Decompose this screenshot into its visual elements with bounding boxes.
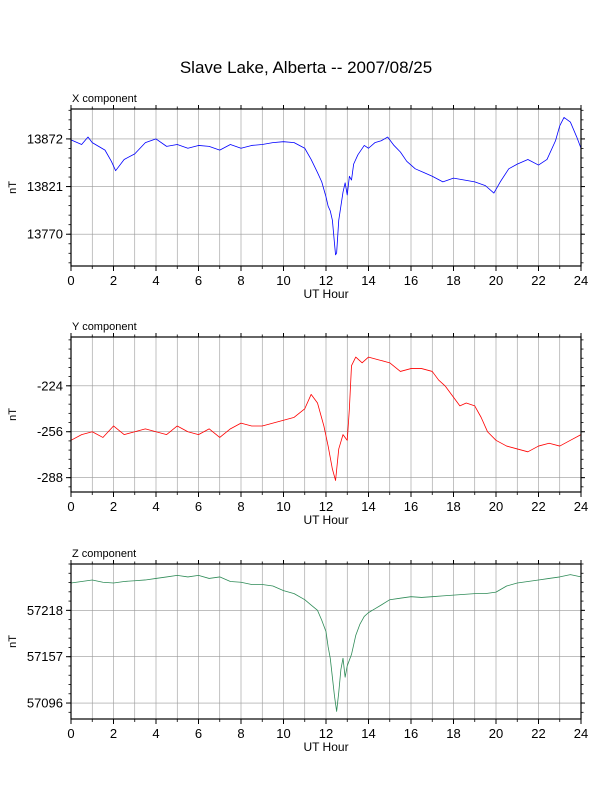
panel-2-x-tick-label: 18 (446, 499, 460, 514)
panel-1-y-tick-label: 13872 (27, 131, 63, 146)
panel-1-x-tick-label: 16 (404, 273, 418, 288)
panel-1-x-tick-label: 10 (276, 273, 290, 288)
panel-2-x-tick-label: 14 (361, 499, 375, 514)
panel-3-x-tick-label: 10 (276, 726, 290, 741)
panel-1-x-tick-label: 4 (152, 273, 159, 288)
panel-2-title: Y component (72, 321, 137, 333)
panel-2-x-tick-label: 6 (195, 499, 202, 514)
page-title: Slave Lake, Alberta -- 2007/08/25 (179, 58, 433, 77)
panel-3-y-tick-label: 57218 (27, 603, 63, 618)
panel-1-x-tick-label: 24 (574, 273, 588, 288)
panel-2-x-tick-label: 16 (404, 499, 418, 514)
panel-3-title: Z component (72, 548, 136, 560)
panel-2-x-tick-label: 24 (574, 499, 588, 514)
panel-1-x-tick-label: 12 (319, 273, 333, 288)
panel-2-y-tick-label: -224 (37, 378, 63, 393)
panel-3-x-tick-label: 2 (110, 726, 117, 741)
panel-2-x-tick-label: 0 (67, 499, 74, 514)
panel-3-x-tick-label: 20 (489, 726, 503, 741)
panel-2-y-axis-label: nT (7, 408, 19, 421)
panel-2-y-tick-label: -256 (37, 424, 63, 439)
panel-1-x-tick-label: 0 (67, 273, 74, 288)
panel-2-x-axis-label: UT Hour (303, 513, 348, 527)
panel-3-x-tick-label: 16 (404, 726, 418, 741)
panel-1-y-tick-label: 13821 (27, 179, 63, 194)
panel-1-x-tick-label: 20 (489, 273, 503, 288)
panel-3-x-tick-label: 14 (361, 726, 375, 741)
panel-3-series-line-1 (70, 574, 582, 712)
panel-2-x-tick-label: 10 (276, 499, 290, 514)
panel-3-x-tick-label: 0 (67, 726, 74, 741)
panel-1-x-tick-label: 8 (237, 273, 244, 288)
panel-3-y-tick-label: 57157 (27, 649, 63, 664)
panel-3-x-tick-label: 8 (237, 726, 244, 741)
panel-3-x-tick-label: 24 (574, 726, 588, 741)
panel-1-x-tick-label: 6 (195, 273, 202, 288)
panel-2-x-tick-label: 8 (237, 499, 244, 514)
panel-3-y-axis-label: nT (7, 635, 19, 648)
panel-2-series-line-1 (70, 356, 582, 481)
panel-3-x-tick-label: 12 (319, 726, 333, 741)
panel-3-x-tick-label: 18 (446, 726, 460, 741)
panel-1-y-axis-label: nT (7, 181, 19, 194)
panel-2-x-tick-label: 4 (152, 499, 159, 514)
panel-3-x-tick-label: 22 (531, 726, 545, 741)
panel-1-x-tick-label: 14 (361, 273, 375, 288)
panel-1-x-tick-label: 2 (110, 273, 117, 288)
panel-1-x-axis-label: UT Hour (303, 287, 348, 301)
panel-2-x-tick-label: 20 (489, 499, 503, 514)
panel-2-y-tick-label: -288 (37, 470, 63, 485)
panel-2-x-tick-label: 12 (319, 499, 333, 514)
panel-1-title: X component (72, 93, 137, 105)
panel-3-y-tick-label: 57096 (27, 696, 63, 711)
panel-3-x-axis-label: UT Hour (303, 740, 348, 754)
panel-1-x-tick-label: 22 (531, 273, 545, 288)
panel-1-series-line-1 (70, 117, 582, 256)
panel-1-y-tick-label: 13770 (27, 227, 63, 242)
panel-1-x-tick-label: 18 (446, 273, 460, 288)
panel-3-x-tick-label: 4 (152, 726, 159, 741)
panel-3-x-tick-label: 6 (195, 726, 202, 741)
panel-2-x-tick-label: 22 (531, 499, 545, 514)
panel-2-x-tick-label: 2 (110, 499, 117, 514)
